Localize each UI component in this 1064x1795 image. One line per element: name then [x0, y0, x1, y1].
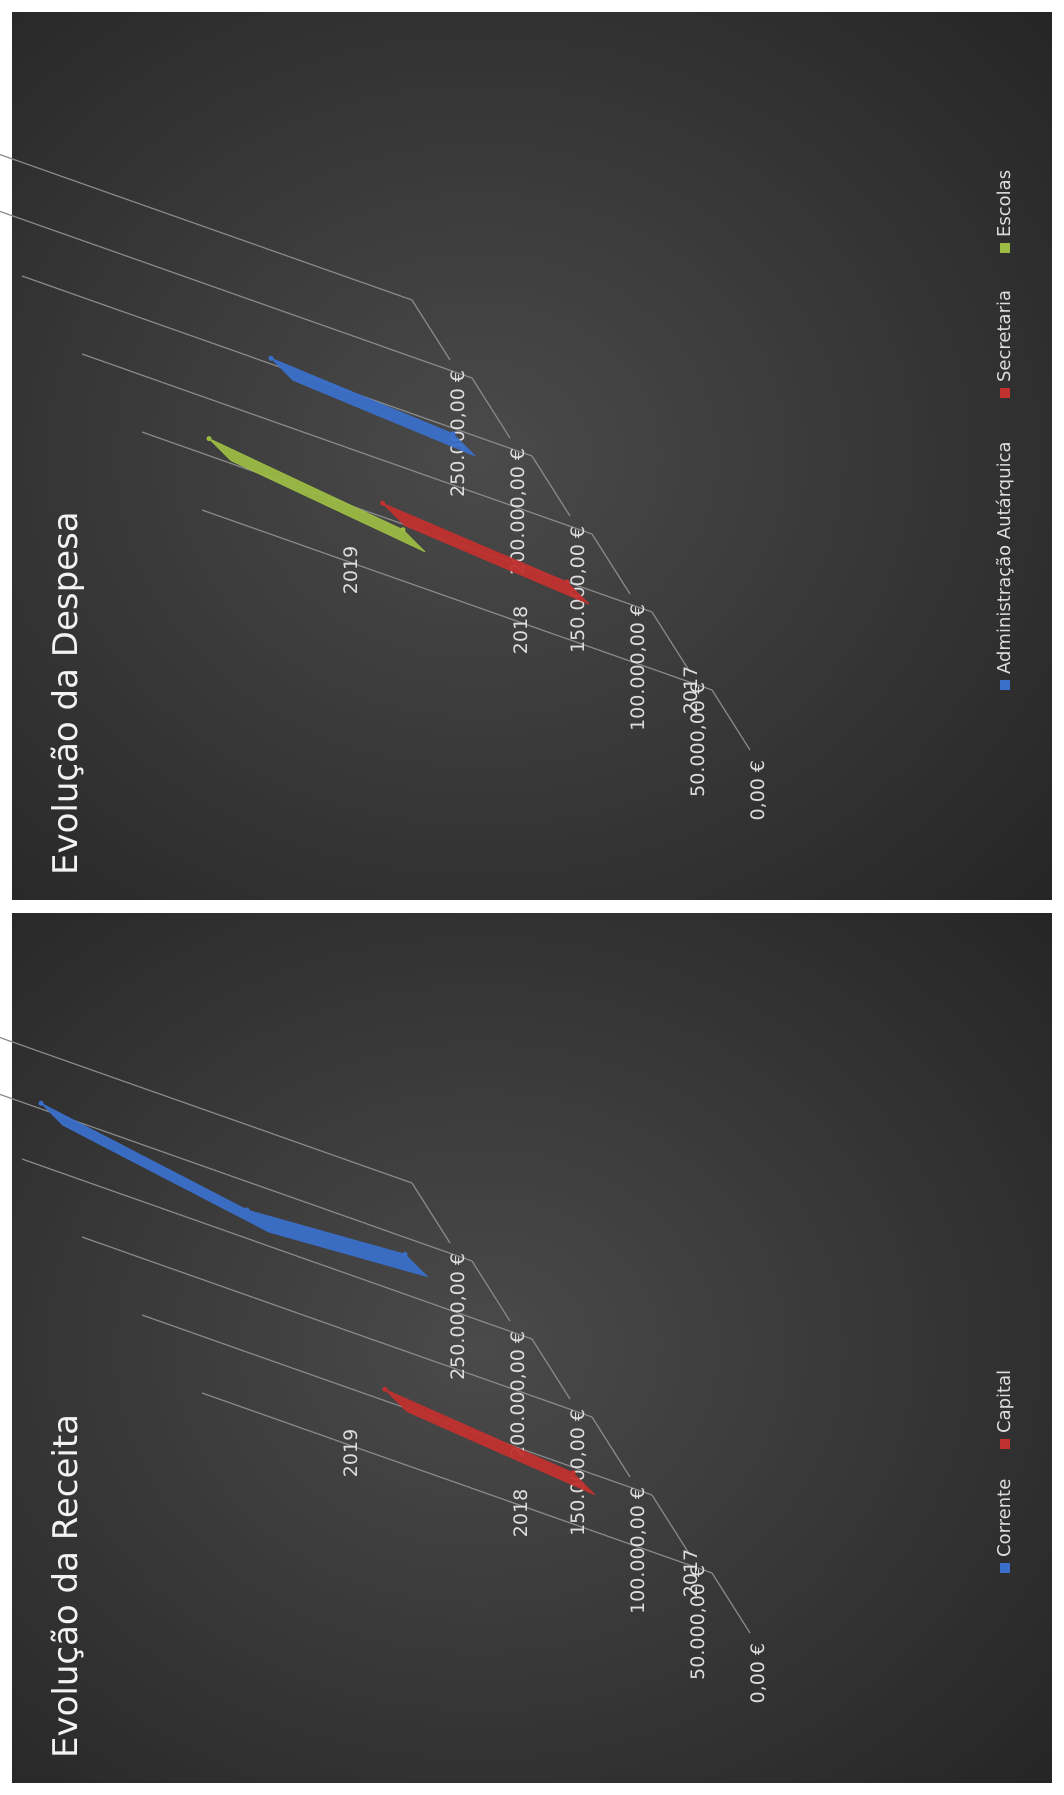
receita-gridline: [0, 1080, 473, 1262]
receita-gridline: [21, 1158, 533, 1340]
receita-gridline-diag: [711, 1572, 751, 1634]
despesa-series-escolas-point: [400, 527, 406, 533]
despesa-gridline: [0, 197, 473, 379]
despesa-y-tick-label: 250.000,00 €: [447, 370, 469, 497]
receita-x-tick-label: 2019: [340, 1429, 362, 1477]
receita-gridline-diag: [471, 1260, 511, 1322]
despesa-gridline-diag: [471, 377, 511, 439]
despesa-y-tick-label: 50.000,00 €: [687, 682, 709, 797]
receita-gridline: [81, 1236, 593, 1418]
receita-chart-panel: Evolução da Receita 0,00 € 50.000,00 € 100.…: [0, 913, 1052, 1783]
despesa-gridline: [21, 275, 533, 457]
despesa-legend-label-escolas: Escolas: [994, 170, 1015, 237]
receita-gridline-diag: [651, 1494, 691, 1556]
receita-y-tick-label: 150.000,00 €: [567, 1409, 589, 1536]
receita-legend-swatch-corrente: [1000, 1563, 1010, 1573]
despesa-legend-swatch-escolas: [1000, 243, 1010, 253]
receita-series-corrente-point: [244, 1207, 250, 1213]
despesa-series-secretaria-point: [564, 579, 570, 585]
despesa-gridline-diag: [711, 689, 751, 751]
despesa-y-tick-label: 150.000,00 €: [567, 526, 589, 653]
despesa-gridline-diag: [651, 611, 691, 673]
receita-y-tick-label: 250.000,00 €: [447, 1253, 469, 1380]
despesa-gridline: [0, 119, 413, 301]
despesa-x-tick-label: 2019: [340, 546, 362, 594]
receita-gridline-diag: [411, 1182, 451, 1244]
receita-series-corrente-point: [402, 1251, 408, 1257]
despesa-y-tick-label: 200.000,00 €: [507, 448, 529, 575]
despesa-gridline: [201, 509, 713, 691]
despesa-gridline: [81, 353, 593, 535]
despesa-x-tick-label: 2017: [680, 666, 702, 714]
receita-y-tick-label: 0,00 €: [747, 1643, 769, 1703]
despesa-series-escolas-point: [206, 436, 212, 442]
receita-gridline-diag: [531, 1338, 571, 1400]
receita-legend-swatch-capital: [1000, 1439, 1010, 1449]
receita-series-capital-ribbon: [384, 1388, 596, 1496]
receita-legend-label-capital: Capital: [994, 1370, 1015, 1433]
receita-series-capital-point: [382, 1386, 388, 1392]
despesa-gridline-diag: [591, 533, 631, 595]
receita-series-corrente-point: [38, 1100, 44, 1106]
receita-gridline-diag: [591, 1416, 631, 1478]
despesa-legend-label-administracao-autarquica: Administração Autárquica: [994, 441, 1015, 674]
despesa-x-tick-label: 2018: [510, 606, 532, 654]
despesa-series-administracao-autarquica-point: [450, 431, 456, 437]
despesa-chart-title: Evolução da Despesa: [46, 511, 86, 875]
despesa-series-administracao-autarquica-point: [268, 355, 274, 361]
despesa-legend-label-secretaria: Secretaria: [994, 290, 1015, 382]
receita-chart-title: Evolução da Receita: [46, 1414, 86, 1758]
despesa-chart-panel: Evolução da Despesa 0,00 € 50.000,00 € 100.…: [0, 12, 1052, 900]
despesa-series-administracao-autarquica-ribbon: [270, 357, 476, 457]
receita-y-tick-label: 50.000,00 €: [687, 1565, 709, 1680]
despesa-gridline-diag: [411, 299, 451, 361]
receita-x-tick-label: 2017: [680, 1549, 702, 1597]
despesa-legend-swatch-secretaria: [1000, 388, 1010, 398]
despesa-y-tick-label: 0,00 €: [747, 760, 769, 820]
receita-y-tick-label: 100.000,00 €: [627, 1487, 649, 1614]
receita-x-tick-label: 2018: [510, 1489, 532, 1537]
despesa-series-secretaria-ribbon: [382, 502, 590, 605]
despesa-y-tick-label: 100.000,00 €: [627, 604, 649, 731]
receita-y-tick-label: 200.000,00 €: [507, 1331, 529, 1458]
receita-series-capital-point: [570, 1470, 576, 1476]
despesa-gridline-diag: [531, 455, 571, 517]
receita-gridline: [141, 1314, 653, 1496]
receita-gridline: [0, 1002, 413, 1184]
receita-gridline: [201, 1392, 713, 1574]
despesa-series-escolas-ribbon: [208, 438, 426, 553]
despesa-legend-swatch-administracao-autarquica: [1000, 680, 1010, 690]
despesa-series-secretaria-point: [380, 500, 386, 506]
receita-panel-bg: [12, 913, 1052, 1783]
receita-legend-label-corrente: Corrente: [994, 1479, 1015, 1557]
